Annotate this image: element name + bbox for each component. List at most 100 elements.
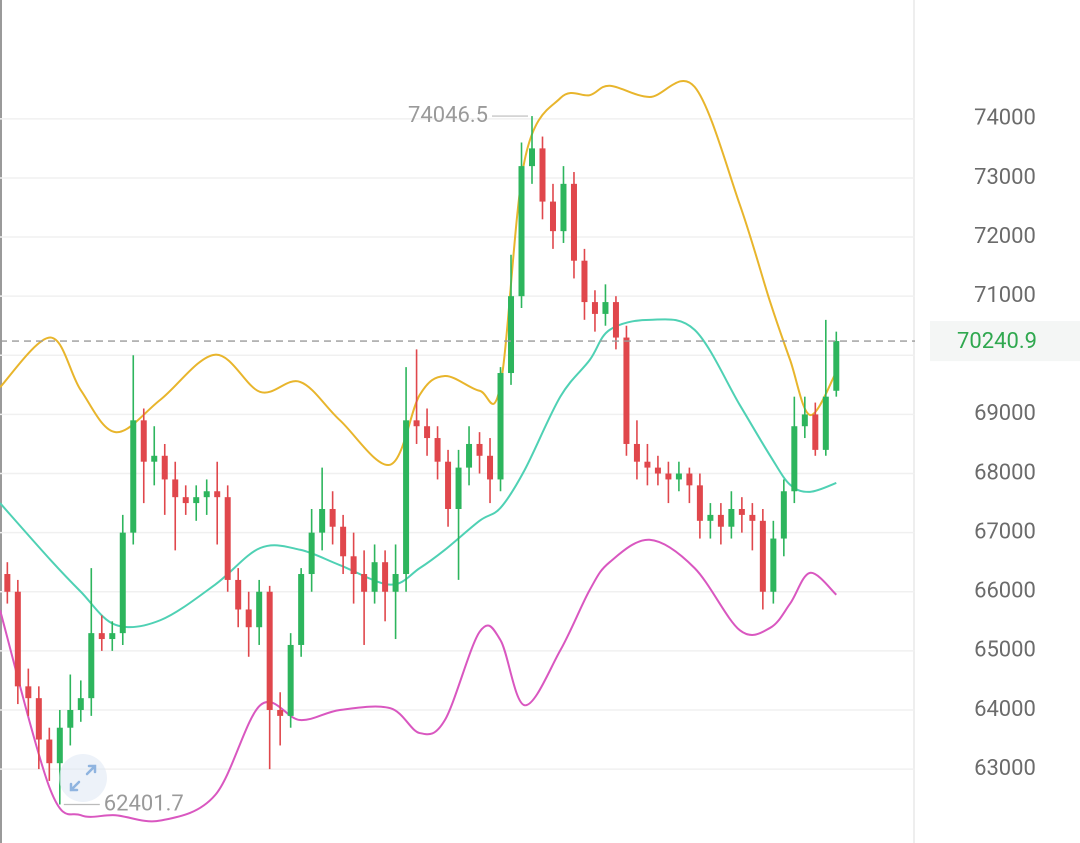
band-line <box>0 318 837 629</box>
candle-body <box>35 698 42 740</box>
candle-body <box>581 260 588 303</box>
candle-body <box>633 443 640 462</box>
candle-body <box>46 739 53 764</box>
candle-body <box>308 532 315 575</box>
candle-body <box>707 514 714 521</box>
candle-body <box>759 520 766 592</box>
candle-body <box>350 556 357 575</box>
candle-body <box>161 455 168 480</box>
last-price-box <box>930 321 1080 362</box>
y-tick-label: 63000 <box>974 756 1036 781</box>
candle-body <box>665 473 672 480</box>
candle-body <box>382 562 389 592</box>
candle-body <box>98 633 105 640</box>
candle-body <box>591 302 598 314</box>
y-tick-label: 65000 <box>974 638 1036 663</box>
candle-body <box>413 420 420 427</box>
candle-body <box>529 148 536 167</box>
candle-body <box>549 201 556 232</box>
candle-body <box>780 491 787 539</box>
candle-body <box>675 473 682 480</box>
y-tick-label: 74000 <box>974 106 1036 131</box>
candle-body <box>340 526 347 557</box>
y-tick-label: 69000 <box>974 401 1036 426</box>
candle-body <box>245 609 252 628</box>
candle-body <box>4 574 11 592</box>
candle-body <box>424 426 431 439</box>
candle-body <box>151 455 158 462</box>
candle-body <box>119 532 126 634</box>
band-line <box>0 538 837 823</box>
candle-body <box>403 420 410 575</box>
candle-body <box>518 166 525 297</box>
candle-body <box>25 686 32 699</box>
candle-body <box>560 183 567 232</box>
y-tick-label: 66000 <box>974 579 1036 604</box>
candle-body <box>508 296 515 374</box>
candle-body <box>203 491 210 498</box>
candle-body <box>172 479 179 498</box>
overlay: 6300064000650006600067000680006900070000… <box>0 103 1080 816</box>
candle-body <box>256 591 263 628</box>
candle-body <box>287 644 294 716</box>
candle-body <box>67 709 74 728</box>
candle-body <box>717 514 724 527</box>
candle-body <box>487 455 494 480</box>
candle-body <box>109 633 116 640</box>
low-label: 62401.7 <box>104 791 184 816</box>
candle-body <box>77 698 84 710</box>
candle-body <box>497 373 504 480</box>
candle-body <box>298 574 305 645</box>
candle-body <box>686 473 693 486</box>
high-label: 74046.5 <box>408 103 488 128</box>
band-line <box>0 79 838 466</box>
y-tick-label: 72000 <box>974 224 1036 249</box>
candle-body <box>277 709 284 716</box>
candle-body <box>14 591 21 687</box>
candle-body <box>812 414 819 450</box>
candle-body <box>392 574 399 592</box>
candle-body <box>455 467 462 509</box>
candle-body <box>738 508 745 515</box>
candles <box>4 116 840 805</box>
candle-body <box>266 591 273 710</box>
candle-body <box>612 302 619 338</box>
y-tick-label: 68000 <box>974 460 1036 485</box>
candle-body <box>361 574 368 592</box>
candle-body <box>602 302 609 314</box>
candle-body <box>466 443 473 468</box>
candle-body <box>329 508 336 527</box>
y-tick-label: 73000 <box>974 165 1036 190</box>
candle-body <box>56 727 63 764</box>
candle-body <box>140 420 147 462</box>
candle-body <box>319 508 326 533</box>
expand-button[interactable] <box>59 754 107 802</box>
candle-body <box>235 579 242 610</box>
candle-body <box>88 633 95 699</box>
candle-body <box>130 420 137 533</box>
candle-body <box>570 183 577 261</box>
candle-body <box>801 414 808 427</box>
y-tick-label: 67000 <box>974 519 1036 544</box>
expand-icon[interactable] <box>69 764 97 792</box>
candle-body <box>696 485 703 521</box>
candle-body <box>822 396 829 450</box>
candle-body <box>654 467 661 474</box>
y-tick-label: 71000 <box>974 283 1036 308</box>
candle-body <box>445 461 452 509</box>
candle-body <box>770 538 777 592</box>
grid <box>0 118 915 770</box>
last-price-label: 70240.9 <box>957 329 1037 354</box>
candle-body <box>728 508 735 527</box>
candle-body <box>644 461 651 468</box>
candle-body <box>193 497 200 504</box>
candle-body <box>182 497 189 504</box>
expand-button-bg[interactable] <box>59 754 107 802</box>
candle-body <box>791 426 798 492</box>
candle-body <box>749 514 756 521</box>
candle-body <box>476 443 483 456</box>
candle-body <box>224 497 231 580</box>
bands <box>0 79 838 823</box>
y-tick-label: 64000 <box>974 697 1036 722</box>
